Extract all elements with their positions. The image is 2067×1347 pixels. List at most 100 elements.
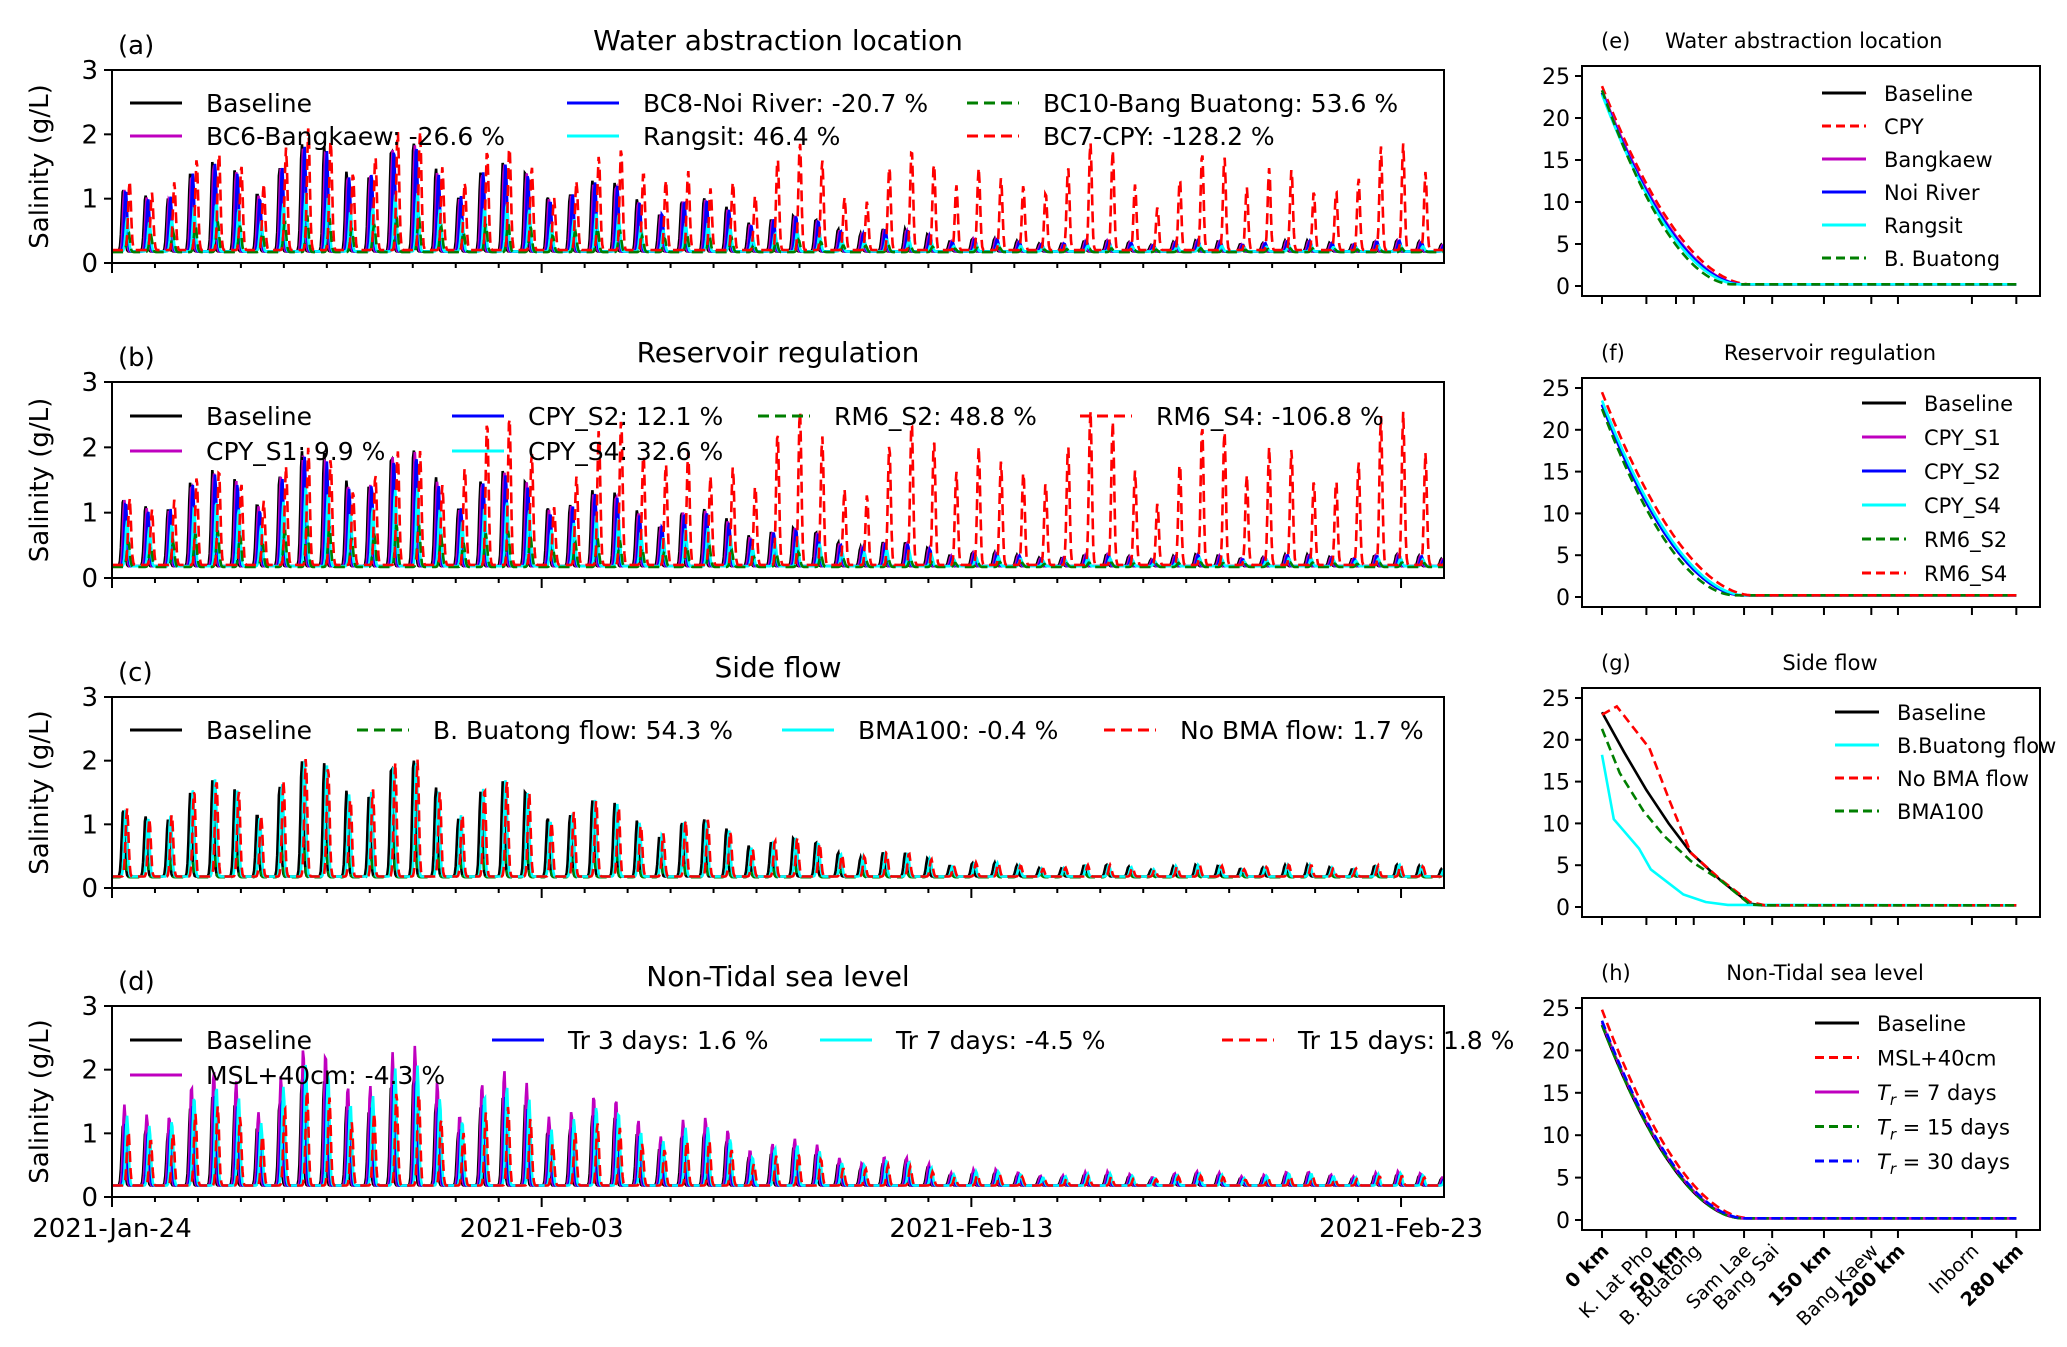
panel-title: Reservoir regulation	[637, 336, 920, 369]
y-tick-label: 0	[81, 249, 98, 279]
x-tick-label: 2021-Feb-13	[889, 1214, 1053, 1244]
panel-label: (a)	[118, 31, 154, 61]
profile-line-e-4	[1600, 94, 2017, 286]
legend-label: BC6-Bangkaew: -26.6 %	[206, 122, 505, 151]
legend-label: CPY	[1884, 115, 1924, 139]
y-tick-label: 5	[1556, 854, 1570, 879]
legend-label-main: T	[1877, 1116, 1892, 1140]
x-tick-label: 2021-Feb-03	[460, 1214, 624, 1244]
legend-label: RM6_S4	[1924, 562, 2007, 587]
panel-label: (e)	[1601, 29, 1630, 53]
y-tick-label: 15	[1542, 149, 1570, 174]
legend-label: Baseline	[1884, 82, 1973, 106]
profile-line-g-1	[1600, 754, 2017, 907]
axes-frame-b	[111, 381, 1445, 579]
legend-label: MSL+40cm: -4.3 %	[206, 1061, 445, 1090]
panel-d: 0 1 2 3 2021-Jan-24 2021-Feb-03 2021-Feb-13 202…	[25, 960, 1514, 1244]
legend-label: Baseline	[1897, 701, 1986, 725]
series-group-b	[112, 411, 1444, 569]
y-tick-label: 25	[1542, 377, 1570, 402]
series-line-b-4	[112, 523, 1444, 569]
panel-g: 0 5 10 15 20 25 (g) Side flow Baseline B.Buatong …	[1542, 651, 2056, 925]
legend-label: B.Buatong flow	[1897, 734, 2056, 758]
y-tick-label: 0	[1556, 275, 1570, 300]
y-tick-label: 2	[81, 1056, 98, 1086]
legend-label: Tr = 30 days	[1877, 1150, 2010, 1178]
legend-label: Tr = 7 days	[1877, 1081, 1997, 1109]
y-tick-label: 20	[1542, 1039, 1570, 1064]
panel-title: Reservoir regulation	[1724, 341, 1936, 365]
legend-label-sub: r	[1890, 1126, 1897, 1144]
series-line-d-4	[112, 1090, 1444, 1187]
legend-label: BMA100: -0.4 %	[858, 716, 1058, 745]
legend-label: No BMA flow: 1.7 %	[1180, 716, 1424, 745]
y-tick-label: 25	[1542, 687, 1570, 712]
legend-label: B. Buatong flow: 54.3 %	[433, 716, 733, 745]
panel-title: Water abstraction location	[593, 24, 963, 57]
panel-e: 0 5 10 15 20 25 (e) Water abstraction location B…	[1542, 29, 2041, 304]
legend-label-main: T	[1877, 1081, 1892, 1105]
panel-title: Side flow	[1782, 651, 1877, 675]
panel-title: Non-Tidal sea level	[1726, 961, 1924, 985]
series-group-e	[1600, 85, 2017, 286]
legend-label: CPY_S1	[1924, 426, 2001, 451]
legend-label: Tr = 15 days	[1877, 1116, 2010, 1144]
panel-label: (c)	[118, 658, 153, 688]
legend-label: BC10-Bang Buatong: 53.6 %	[1043, 89, 1398, 118]
y-tick-label: 0	[81, 564, 98, 594]
panel-title: Water abstraction location	[1665, 29, 1942, 53]
panel-label: (g)	[1601, 651, 1631, 675]
y-tick-label: 1	[81, 185, 98, 215]
legend-label: BC7-CPY: -128.2 %	[1043, 122, 1275, 151]
series-line-b-5	[112, 411, 1444, 567]
legend-label-rest: = 15 days	[1896, 1116, 2010, 1140]
panel-label: (h)	[1601, 961, 1631, 985]
series-group-f	[1600, 391, 2017, 597]
legend-label: Baseline	[206, 1026, 312, 1055]
legend-label: RM6_S2	[1924, 528, 2007, 553]
y-tick-label: 25	[1542, 65, 1570, 90]
legend-label: RM6_S2: 48.8 %	[834, 402, 1037, 431]
y-tick-label: 2	[81, 747, 98, 777]
axes-frame-h	[1581, 997, 2041, 1231]
legend-label: Baseline	[1877, 1012, 1966, 1036]
series-group-c	[112, 759, 1444, 879]
y-tick-label: 3	[81, 683, 98, 713]
axes-frame-a	[111, 69, 1445, 264]
y-tick-label: 10	[1542, 191, 1570, 216]
panel-b: 0 1 2 3 Salinity (g/L) (b) Reservoir regulatio…	[25, 336, 1445, 594]
y-tick-label: 15	[1542, 1082, 1570, 1107]
legend-label: Baseline	[206, 402, 312, 431]
legend-label: Rangsit	[1884, 214, 1963, 238]
y-tick-label: 10	[1542, 1124, 1570, 1149]
legend-label: Rangsit: 46.4 %	[643, 122, 840, 151]
y-tick-label: 5	[1556, 1167, 1570, 1192]
series-line-c-3	[112, 759, 1444, 878]
panel-c: 0 1 2 3 Salinity (g/L) (c) Side flow Baseline B.…	[25, 651, 1445, 904]
series-group-a	[112, 128, 1444, 254]
legend-label: B. Buatong	[1884, 247, 2000, 271]
legend-label: Tr 3 days: 1.6 %	[567, 1026, 769, 1055]
y-tick-label: 0	[81, 1183, 98, 1213]
axes-frame-e	[1581, 65, 2041, 297]
y-tick-label: 2	[81, 433, 98, 463]
y-tick-label: 2	[81, 120, 98, 150]
legend-label-rest: = 30 days	[1896, 1150, 2010, 1174]
y-tick-label: 0	[81, 874, 98, 904]
legend-label: Baseline	[1924, 392, 2013, 416]
y-tick-label: 15	[1542, 461, 1570, 486]
axes-frame-f	[1581, 377, 2041, 608]
panel-f: 0 5 10 15 20 25 (f) Reservoir regulation Baselin…	[1542, 341, 2041, 615]
y-tick-label: 1	[81, 1119, 98, 1149]
legend-label-main: T	[1877, 1150, 1892, 1174]
x-tick-label: 2021-Feb-23	[1319, 1214, 1483, 1244]
panel-title: Side flow	[714, 651, 841, 684]
x-tick-label: 2021-Jan-24	[32, 1214, 192, 1244]
legend-label: Baseline	[206, 89, 312, 118]
y-axis-label: Salinity (g/L)	[25, 398, 55, 562]
legend-label: BC8-Noi River: -20.7 %	[643, 89, 928, 118]
legend-label: Tr 7 days: -4.5 %	[895, 1026, 1106, 1055]
profile-line-f-5	[1600, 391, 2017, 597]
y-tick-label: 0	[1556, 896, 1570, 921]
